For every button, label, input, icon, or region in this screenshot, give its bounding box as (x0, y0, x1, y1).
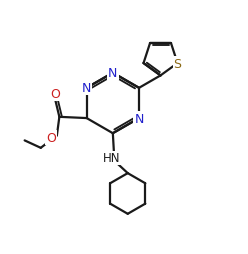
Text: N: N (108, 67, 118, 80)
Text: S: S (174, 57, 182, 70)
Text: O: O (50, 88, 60, 101)
Text: HN: HN (103, 152, 121, 165)
Text: O: O (46, 131, 56, 144)
Text: N: N (82, 82, 91, 95)
Text: N: N (134, 112, 144, 125)
